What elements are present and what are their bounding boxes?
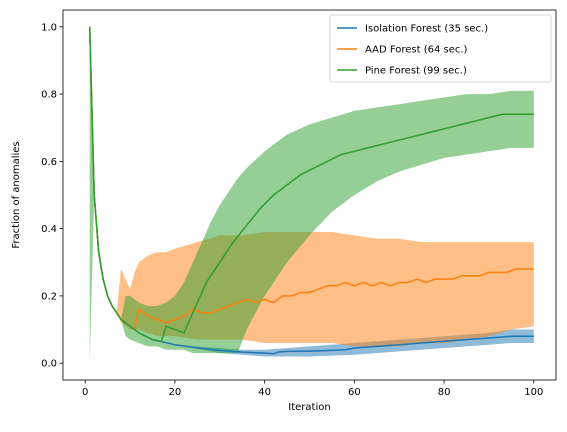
x-tick-label: 60 [348,387,361,398]
plot-frame [62,9,557,381]
y-tick-label: 1.0 [41,22,57,33]
legend-label: AAD Forest (64 sec.) [365,45,468,56]
x-tick-label: 80 [438,387,451,398]
legend: Isolation Forest (35 sec.) AAD Forest (64… [329,14,552,83]
x-tick-label: 40 [258,387,271,398]
y-tick-label: 0.4 [41,224,57,235]
legend-label: Isolation Forest (35 sec.) [365,24,488,35]
x-axis-label: Iteration [288,402,330,413]
y-tick-label: 0.0 [41,359,57,370]
x-tick-label: 20 [169,387,182,398]
legend-box [329,14,552,83]
x-tick-label: 0 [82,387,88,398]
series-2-line [88,26,534,343]
y-tick-label: 0.6 [41,157,57,168]
series-1-line [88,26,534,331]
y-tick-label: 0.2 [41,291,57,302]
x-tick-label: 100 [524,387,543,398]
series-2-band [89,26,534,364]
y-axis-label: Fraction of anomalies [11,141,22,248]
y-tick-label: 0.8 [41,90,57,101]
legend-label: Pine Forest (99 sec.) [365,66,467,77]
